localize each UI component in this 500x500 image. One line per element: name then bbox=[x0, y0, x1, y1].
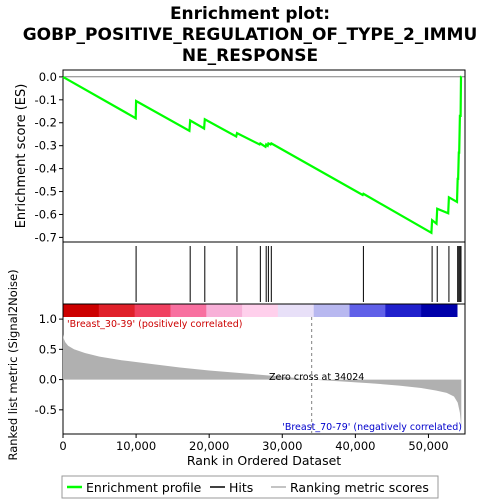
metric-y-tick-label: -0.5 bbox=[35, 403, 57, 417]
legend-frame bbox=[61, 475, 439, 499]
rank-color-segment bbox=[349, 304, 386, 317]
rank-color-bar bbox=[63, 304, 458, 317]
enrichment-profile-line bbox=[62, 75, 463, 235]
x-tick-label: 30,000 bbox=[262, 439, 302, 453]
es-panel: 0.0 -0.1 -0.2 -0.3 -0.4 -0.5 -0.6 -0.7 Enrichme… bbox=[14, 69, 466, 244]
metric-y-ticks: 1.0 0.5 0.0 -0.5 bbox=[35, 312, 63, 417]
title-line-3: NE_RESPONSE bbox=[182, 46, 318, 66]
rank-color-segment bbox=[170, 304, 207, 317]
legend-label-enrichment-profile: Enrichment profile bbox=[86, 480, 202, 495]
es-y-axis-label: Enrichment score (ES) bbox=[14, 84, 29, 229]
x-tick-label: 10,000 bbox=[116, 439, 156, 453]
x-tick-label: 50,000 bbox=[408, 439, 448, 453]
legend-label-hits: Hits bbox=[229, 480, 253, 495]
zero-cross-annotation: Zero cross at 34024 bbox=[269, 372, 364, 383]
metric-x-ticks: 0 10,000 20,000 30,000 40,000 50,000 bbox=[59, 434, 449, 453]
es-y-tick-label: -0.6 bbox=[35, 207, 57, 221]
es-y-tick-label: -0.4 bbox=[35, 162, 57, 176]
metric-panel: 1.0 0.5 0.0 -0.5 0 10,000 20,000 30,000 40,000 5… bbox=[6, 269, 466, 468]
title-line-2: GOBP_POSITIVE_REGULATION_OF_TYPE_2_IMMU bbox=[23, 25, 478, 45]
hits-panel-frame bbox=[62, 241, 466, 305]
rank-color-segment bbox=[63, 304, 100, 317]
rank-color-segment bbox=[277, 304, 315, 317]
hits-panel bbox=[62, 241, 466, 305]
x-tick-label: 40,000 bbox=[335, 439, 375, 453]
legend-label-ranking-metric: Ranking metric scores bbox=[290, 480, 429, 495]
rank-color-segment bbox=[313, 304, 351, 317]
metric-y-tick-label: 1.0 bbox=[39, 312, 57, 326]
es-y-tick-label: -0.3 bbox=[35, 139, 57, 153]
legend: Enrichment profile Hits Ranking metric s… bbox=[61, 475, 439, 499]
rank-color-segment bbox=[421, 304, 458, 317]
x-tick-label: 20,000 bbox=[189, 439, 229, 453]
es-y-tick-label: -0.7 bbox=[35, 230, 57, 244]
es-y-tick-label: -0.2 bbox=[35, 116, 57, 130]
hit-lines bbox=[135, 246, 462, 302]
metric-y-tick-label: 0.0 bbox=[39, 373, 57, 387]
es-panel-frame bbox=[62, 69, 466, 243]
rank-color-segment bbox=[206, 304, 243, 317]
x-tick-label: 0 bbox=[59, 439, 66, 453]
positive-correlation-label: 'Breast_30-39' (positively correlated) bbox=[67, 319, 243, 330]
es-y-ticks: 0.0 -0.1 -0.2 -0.3 -0.4 -0.5 -0.6 -0.7 bbox=[35, 70, 465, 244]
rank-color-segment bbox=[134, 304, 171, 317]
ranked-metric-area bbox=[63, 334, 462, 428]
rank-color-segment bbox=[242, 304, 279, 317]
rank-color-segment bbox=[98, 304, 136, 317]
es-y-tick-label: -0.5 bbox=[35, 185, 57, 199]
es-y-tick-label: -0.1 bbox=[35, 93, 57, 107]
es-y-tick-label: 0.0 bbox=[39, 70, 57, 84]
metric-y-axis-label: Ranked list metric (Signal2Noise) bbox=[6, 269, 20, 460]
x-axis-label: Rank in Ordered Dataset bbox=[187, 453, 341, 468]
title-line-1: Enrichment plot: bbox=[170, 4, 330, 24]
negative-correlation-label: 'Breast_70-79' (negatively correlated) bbox=[282, 422, 462, 433]
metric-y-tick-label: 0.5 bbox=[39, 342, 57, 356]
rank-color-segment bbox=[385, 304, 422, 317]
